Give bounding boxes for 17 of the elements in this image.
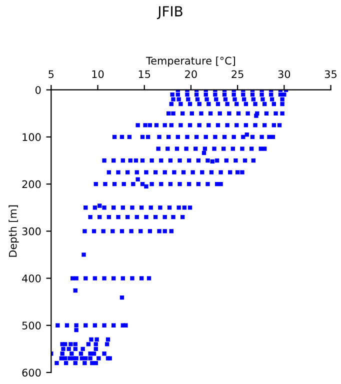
x-tick-label: 35 (324, 70, 336, 78)
y-tick-label: 600 (22, 368, 41, 377)
x-tick-label: 10 (92, 70, 104, 78)
x-tick-label: 15 (138, 70, 150, 78)
x-tick-label: 25 (232, 70, 244, 78)
y-tick-label: 200 (22, 180, 41, 188)
y-tick-label: 500 (22, 322, 41, 330)
y-axis-title: Depth [m] (8, 205, 19, 257)
y-tick-label: 300 (22, 227, 41, 236)
x-tick-label: 30 (278, 70, 290, 78)
y-tick-label: 400 (22, 274, 41, 282)
chart-title: JFIB (156, 6, 182, 20)
x-axis-title: Temperature [°C] (146, 56, 236, 67)
y-tick-label: 100 (22, 133, 41, 142)
x-tick-label: 20 (185, 70, 197, 78)
x-tick-label: 5 (48, 70, 54, 78)
y-tick-label: 0 (35, 86, 41, 94)
